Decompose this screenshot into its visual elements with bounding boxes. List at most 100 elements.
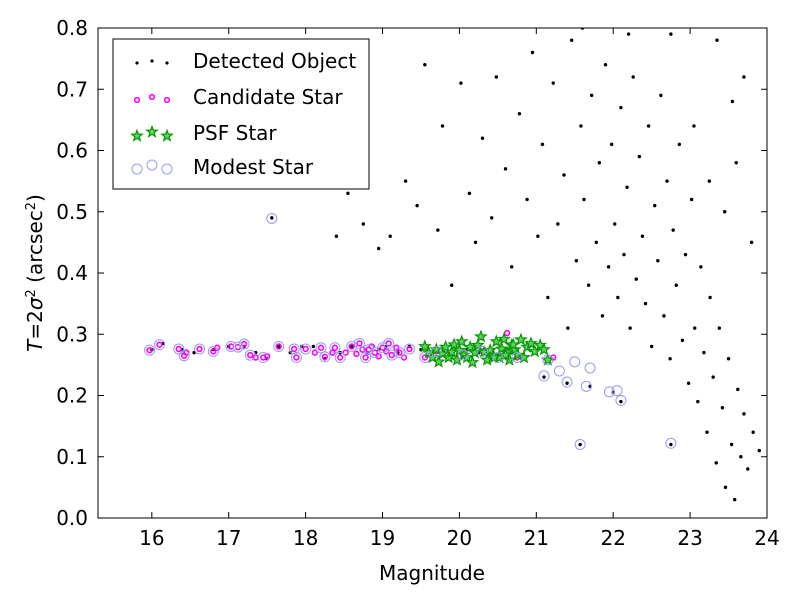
detected-object-point [733, 497, 737, 502]
y-tick-label: 0.4 [56, 261, 88, 285]
modest-star-point [665, 437, 677, 449]
modest-star-point [288, 343, 300, 355]
psf-star-point [506, 337, 521, 351]
detected-object-point [613, 222, 617, 226]
psf-star-point [489, 334, 504, 348]
candidate-star-point [247, 351, 254, 359]
detected-object-point [473, 240, 478, 245]
modest-star-point [511, 352, 523, 364]
detected-object-point [403, 179, 408, 183]
x-tick-label: 17 [216, 526, 241, 550]
detected-object-point [702, 350, 706, 355]
candidate-star-point [213, 344, 221, 351]
candidate-star-point [337, 354, 344, 361]
legend-label-modest: Modest Star [193, 155, 314, 179]
modest-star-point [346, 341, 358, 352]
detected-object-point [556, 222, 560, 226]
detected-object-point [726, 357, 731, 361]
modest-star-point [492, 352, 504, 364]
candidate-star-point [183, 349, 190, 356]
legend: Detected Object Candidate Star PSF Star … [112, 38, 370, 190]
psf-star-point [487, 350, 501, 364]
modest-star-point [553, 365, 565, 377]
detected-object-point [361, 222, 365, 226]
legend-marker-candidate [133, 93, 171, 104]
modest-star-point [154, 339, 166, 351]
candidate-star-point [293, 354, 300, 361]
y-tick-label: 0.3 [56, 322, 88, 346]
detected-object-point [569, 38, 574, 42]
detected-object-point [582, 197, 586, 202]
modest-star-point [334, 352, 346, 364]
x-tick-label: 20 [447, 526, 472, 550]
detected-object-point [659, 93, 663, 98]
modest-star-point [329, 342, 341, 354]
modest-star-point [173, 343, 185, 355]
psf-star-point [497, 331, 511, 345]
detected-object-point [381, 8, 384, 11]
detected-object-point [525, 197, 529, 202]
detected-object-point [622, 252, 626, 257]
detected-object-point [603, 63, 608, 67]
detected-object-point [653, 203, 657, 208]
detected-object-point [562, 173, 566, 177]
candidate-star-point [156, 341, 163, 348]
x-tick-label: 18 [293, 526, 318, 550]
candidate-star-point [302, 345, 309, 353]
detected-object-point [699, 265, 703, 269]
candidate-star-point [353, 350, 360, 358]
modest-star-point [369, 347, 381, 359]
modest-star-point [238, 338, 250, 350]
detected-object-point [597, 161, 602, 165]
psf-star-point [498, 347, 513, 361]
detected-object-point [574, 259, 578, 263]
modest-star-point [144, 344, 156, 356]
detected-object-point [730, 99, 735, 104]
detected-object-point [643, 301, 648, 306]
modest-star-point [580, 380, 592, 392]
modest-star-point [430, 345, 442, 357]
detected-object-point [423, 63, 427, 67]
detected-object-point [739, 455, 743, 459]
detected-object-point [311, 344, 316, 349]
detected-object-point [746, 467, 750, 471]
legend-marker-psf [130, 124, 174, 142]
x-tick-label: 24 [754, 526, 779, 550]
candidate-star-point [317, 344, 325, 351]
modest-star-point [353, 337, 365, 349]
psf-star-point [431, 354, 446, 368]
detected-object-point [609, 142, 614, 147]
detected-object-point [619, 399, 623, 404]
x-axis-label: Magnitude [379, 561, 485, 585]
detected-object-point [693, 326, 697, 330]
modest-star-point [273, 341, 285, 352]
modest-star-point [178, 350, 190, 362]
modest-star-point [300, 343, 312, 355]
detected-object-point [677, 142, 682, 147]
candidate-star-point [348, 343, 355, 350]
psf-star-point [454, 334, 469, 348]
detected-object-point [674, 283, 678, 287]
detected-object-point [749, 240, 754, 245]
detected-object-point [696, 399, 700, 404]
detected-object-point [459, 81, 463, 85]
detected-object-point [671, 228, 675, 232]
modest-star-point [290, 352, 302, 364]
detected-object-point [689, 197, 694, 202]
modest-star-point [244, 349, 256, 361]
legend-box [112, 38, 370, 190]
detected-object-point [450, 283, 454, 287]
detected-object-point [723, 210, 727, 214]
modest-star-point [257, 352, 269, 364]
candidate-star-point [175, 345, 182, 353]
detected-object-point [668, 357, 672, 361]
modest-star-point [615, 394, 627, 406]
detected-object-point [566, 326, 570, 330]
candidate-star-point [196, 345, 203, 353]
detected-object-point [388, 234, 392, 238]
candidate-star-point [396, 349, 403, 356]
legend-label-candidate: Candidate Star [193, 85, 343, 109]
candidate-star-point [290, 345, 298, 353]
detected-object-point [705, 430, 709, 434]
detected-object-point [708, 295, 712, 300]
